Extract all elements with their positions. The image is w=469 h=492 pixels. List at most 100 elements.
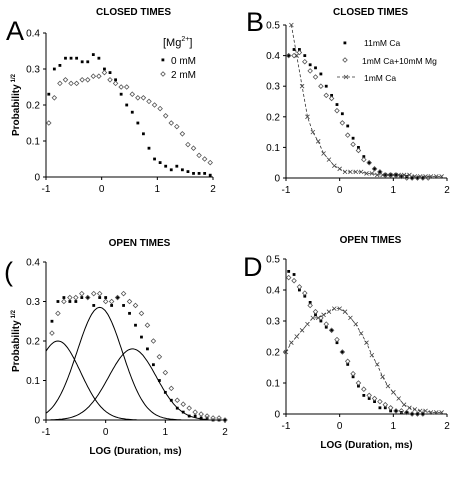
panel-title: OPEN TIMES: [340, 235, 402, 246]
y-tick-label: 0.1: [266, 143, 280, 154]
data-point: [101, 69, 108, 76]
y-tick-label: 0.1: [26, 137, 40, 148]
cross-point: [385, 172, 391, 178]
data-point: [49, 330, 55, 336]
data-point: [79, 77, 85, 83]
legend-label: 0 mM: [171, 56, 196, 67]
data-point: [308, 63, 312, 67]
series-1: [46, 69, 213, 166]
cross-point: [332, 306, 337, 311]
cross-point: [369, 352, 375, 358]
cross-point: [369, 171, 375, 176]
cross-point: [423, 174, 428, 179]
data-point: [303, 294, 307, 298]
y-axis-label-text: Probability: [11, 320, 22, 372]
data-point: [104, 296, 108, 299]
data-point: [192, 409, 198, 415]
data-point: [357, 384, 360, 388]
data-point: [132, 302, 139, 309]
data-point: [223, 418, 227, 422]
data-point: [420, 411, 426, 417]
cross-point: [374, 362, 380, 367]
data-point: [64, 56, 67, 60]
y-tick-label: 0.2: [26, 337, 40, 348]
data-point: [323, 321, 330, 327]
data-point: [371, 166, 378, 172]
cross-point: [289, 340, 294, 345]
data-point: [140, 335, 143, 339]
data-point: [150, 338, 157, 344]
data-point: [80, 296, 84, 299]
data-point: [216, 415, 222, 421]
cross-point: [412, 174, 418, 179]
cross-point: [401, 172, 407, 178]
data-point: [298, 288, 301, 292]
data-point: [296, 284, 303, 290]
cross-point: [417, 174, 423, 179]
data-point: [196, 152, 202, 159]
data-point: [377, 398, 383, 405]
cross-point: [396, 396, 401, 401]
data-point: [90, 73, 97, 79]
x-tick-label: -1: [282, 421, 291, 432]
data-point: [292, 273, 296, 276]
y-tick-label: 0.3: [266, 82, 280, 93]
data-point: [312, 308, 319, 315]
data-point: [118, 84, 124, 90]
data-point: [152, 363, 155, 367]
data-point: [130, 110, 134, 114]
data-point: [330, 93, 334, 97]
cross-point: [348, 169, 353, 175]
cross-point: [401, 402, 407, 407]
x-tick-label: 2: [222, 427, 228, 438]
y-tick-label: 0: [274, 410, 280, 421]
data-point: [394, 173, 398, 177]
data-point: [312, 74, 319, 80]
data-point: [361, 156, 367, 163]
data-point: [84, 77, 91, 83]
data-point: [362, 155, 366, 158]
data-point: [421, 176, 425, 180]
data-point: [346, 124, 350, 128]
data-point: [393, 408, 399, 414]
data-point: [98, 296, 102, 299]
cross-point: [305, 114, 310, 120]
data-point: [114, 294, 121, 301]
data-point: [371, 395, 378, 402]
cross-point: [310, 129, 316, 135]
data-point: [86, 60, 90, 64]
data-point: [414, 411, 421, 417]
panel-letter: A: [6, 16, 24, 46]
data-point: [91, 53, 95, 56]
data-point: [318, 83, 324, 89]
x-axis-label: LOG (Duration, ms): [89, 446, 181, 457]
data-point: [123, 84, 130, 90]
data-point: [399, 175, 403, 178]
data-point: [403, 175, 410, 181]
x-tick-label: 2: [210, 184, 216, 195]
data-point: [62, 77, 69, 83]
cross-point: [315, 138, 321, 144]
data-point: [156, 354, 163, 360]
cross-point: [374, 172, 380, 178]
cross-point: [332, 163, 337, 169]
data-point: [340, 112, 344, 116]
y-axis-label: Probability 1/2: [11, 73, 22, 136]
y-tick-label: 0: [34, 416, 40, 427]
data-point: [334, 336, 340, 343]
data-point: [285, 52, 292, 59]
series-1: [285, 274, 426, 417]
data-point: [334, 107, 340, 114]
data-point: [416, 176, 419, 180]
data-point: [298, 48, 301, 51]
data-point: [378, 170, 382, 174]
cross-point: [294, 53, 300, 58]
data-point: [351, 375, 355, 379]
cross-point: [353, 169, 359, 175]
data-point: [174, 123, 180, 130]
data-point: [410, 412, 414, 416]
cross-point: [407, 172, 412, 178]
legend-title-end: ]: [189, 37, 192, 49]
data-point: [190, 145, 197, 151]
